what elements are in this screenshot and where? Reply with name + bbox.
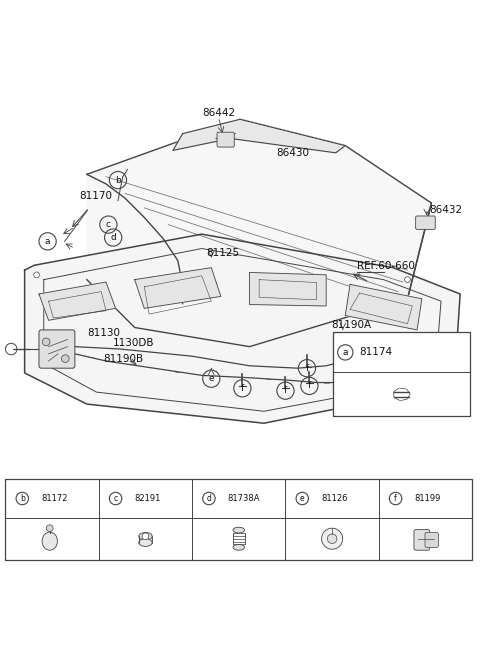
Ellipse shape [139,538,152,546]
Circle shape [409,358,415,364]
Text: 81738A: 81738A [228,494,260,503]
Text: d: d [110,233,116,242]
FancyBboxPatch shape [416,216,435,229]
Text: 86442: 86442 [202,108,235,118]
Text: 81130: 81130 [87,328,120,338]
Text: a: a [45,237,50,246]
Circle shape [46,356,51,362]
Text: c: c [114,494,118,503]
Text: f: f [308,381,311,390]
FancyBboxPatch shape [39,330,75,368]
Ellipse shape [233,544,244,550]
Polygon shape [39,282,116,320]
Polygon shape [173,119,345,153]
Polygon shape [24,234,460,423]
Ellipse shape [233,527,244,533]
Text: 81190A: 81190A [331,320,371,330]
Text: c: c [106,220,111,229]
Polygon shape [87,119,432,346]
Text: b: b [20,494,24,503]
Text: 82191: 82191 [134,494,161,503]
Text: 81126: 81126 [321,494,348,503]
Text: REF.60-660: REF.60-660 [357,261,415,271]
Text: 86430: 86430 [276,148,309,158]
Text: 81172: 81172 [41,494,68,503]
Text: 81190B: 81190B [104,354,144,364]
Circle shape [142,533,149,540]
FancyBboxPatch shape [414,530,430,550]
Text: 81125: 81125 [206,248,240,258]
Circle shape [327,534,337,544]
Bar [5,479,472,559]
Text: f: f [305,364,309,373]
Text: d: d [206,494,211,503]
Text: e: e [208,374,214,383]
FancyBboxPatch shape [217,132,234,147]
Polygon shape [135,268,221,309]
Circle shape [47,525,53,532]
Ellipse shape [139,533,152,540]
Circle shape [405,277,410,282]
Text: 81174: 81174 [360,347,393,358]
Text: 86432: 86432 [429,205,462,215]
Text: a: a [343,348,348,357]
Circle shape [61,355,69,362]
Bar [333,332,470,416]
Text: f: f [394,494,397,503]
Text: f: f [284,386,287,395]
Circle shape [42,338,50,346]
Circle shape [322,528,343,550]
Text: b: b [115,176,121,185]
Polygon shape [250,272,326,306]
Polygon shape [345,284,422,330]
Text: e: e [300,494,305,503]
FancyBboxPatch shape [425,533,438,548]
Text: 81170: 81170 [80,191,113,201]
Text: f: f [241,384,244,393]
Text: 1130DB: 1130DB [113,338,155,348]
Circle shape [34,272,39,278]
Text: 81199: 81199 [414,494,441,503]
Ellipse shape [42,532,58,550]
